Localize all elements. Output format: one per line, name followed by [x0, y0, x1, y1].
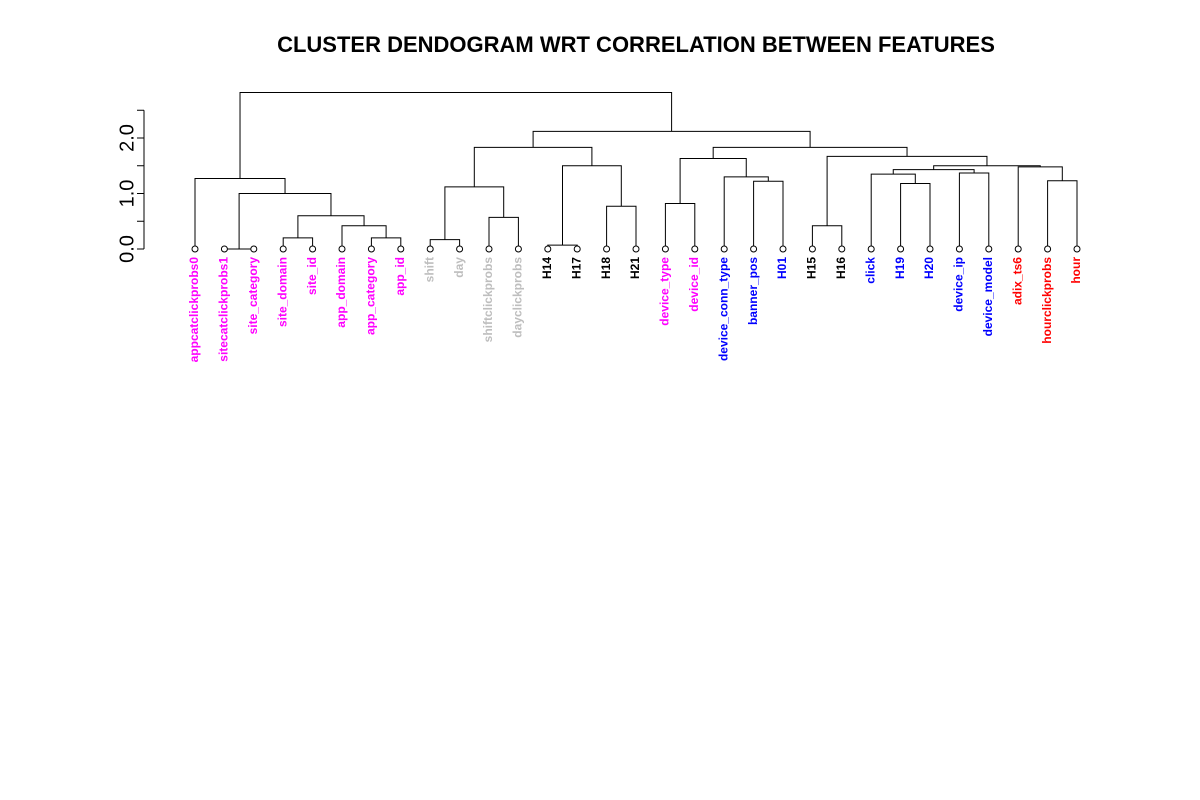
dendrogram-branch — [958, 172, 990, 249]
leaf-point — [632, 245, 640, 253]
dendrogram-branch — [547, 244, 578, 249]
leaf-point — [367, 245, 375, 253]
leaf-label: day — [452, 257, 466, 278]
leaf-point — [779, 245, 787, 253]
leaf-label: hourclickprobs — [1040, 257, 1054, 344]
leaf-point — [720, 245, 728, 253]
dendrogram-branch — [606, 205, 637, 249]
dendrogram-branch — [473, 146, 593, 187]
dendrogram-branch — [900, 183, 931, 249]
dendrogram-branch — [239, 91, 673, 179]
leaf-point — [426, 245, 434, 253]
leaf-point — [897, 245, 905, 253]
dendrogram-branch — [562, 165, 622, 246]
leaf-label: banner_pos — [746, 257, 760, 325]
leaf-label: H19 — [893, 257, 907, 279]
leaf-label: site_id — [305, 257, 319, 295]
dendrogram-branch — [429, 239, 461, 249]
dendrogram-branch — [679, 158, 747, 204]
leaf-point — [661, 245, 669, 253]
y-tick-label: 2.0 — [116, 124, 138, 152]
dendrogram-branch — [811, 225, 843, 249]
leaf-point — [838, 245, 846, 253]
dendrogram-branch — [664, 202, 696, 249]
leaf-label: app_id — [393, 257, 407, 296]
dendrogram-branch — [826, 155, 988, 226]
dendrogram-branch — [712, 146, 908, 159]
leaf-point — [1073, 245, 1081, 253]
leaf-label: site_category — [246, 257, 260, 335]
chart-title: CLUSTER DENDOGRAM WRT CORRELATION BETWEE… — [277, 32, 995, 57]
leaf-point — [926, 245, 934, 253]
leaf-label: H14 — [540, 257, 554, 279]
leaf-label: click — [863, 257, 877, 284]
dendrogram-branch — [1017, 166, 1063, 249]
dendrogram-branch — [723, 176, 769, 249]
leaf-label: sitecatclickprobs1 — [217, 257, 231, 362]
leaf-label: app_category — [364, 257, 378, 335]
leaf-label: hour — [1069, 257, 1083, 284]
leaf-label: shift — [422, 257, 436, 282]
leaf-point — [397, 245, 405, 253]
leaf-point — [220, 245, 228, 253]
leaf-point — [808, 245, 816, 253]
dendrogram-branch — [444, 186, 505, 240]
leaf-label: device_id — [687, 257, 701, 312]
leaf-point — [456, 245, 464, 253]
leaf-label: site_domain — [275, 257, 289, 327]
dendrogram-branch — [1047, 180, 1078, 249]
leaf-point — [338, 245, 346, 253]
dendrogram-branch — [870, 173, 916, 249]
y-tick-label: 1.0 — [116, 180, 138, 208]
leaf-label: device_type — [658, 257, 672, 326]
dendrogram-branch — [488, 216, 519, 249]
leaf-label: H20 — [922, 257, 936, 279]
leaf-label: H18 — [599, 257, 613, 279]
leaf-point — [191, 245, 199, 253]
leaf-point — [603, 245, 611, 253]
leaf-point — [514, 245, 522, 253]
leaf-point — [1014, 245, 1022, 253]
dendrogram-branch — [753, 180, 784, 249]
leaf-label: H17 — [569, 257, 583, 279]
leaf-point — [867, 245, 875, 253]
leaf-label: device_conn_type — [716, 257, 730, 361]
leaf-point — [691, 245, 699, 253]
dendrogram-branch — [194, 178, 286, 249]
leaf-label: H01 — [775, 257, 789, 279]
leaf-point — [985, 245, 993, 253]
leaf-label: H21 — [628, 257, 642, 279]
leaf-point — [279, 245, 287, 253]
leaf-point — [955, 245, 963, 253]
leaf-label: H15 — [805, 257, 819, 279]
leaf-label: appcatclickprobs0 — [187, 257, 201, 363]
dendrogram-leaves: appcatclickprobs0 sitecatclickprobs1 site_… — [187, 245, 1083, 363]
y-tick-label: 0.0 — [116, 235, 138, 263]
leaf-label: dayclickprobs — [511, 257, 525, 338]
dendrogram-branch — [341, 225, 387, 249]
leaf-point — [573, 245, 581, 253]
leaf-point — [750, 245, 758, 253]
leaf-label: adix_ts6 — [1010, 257, 1024, 305]
dendrogram-branch — [370, 237, 402, 249]
leaf-label: device_model — [981, 257, 995, 336]
leaf-label: app_domain — [334, 257, 348, 328]
leaf-point — [250, 245, 258, 253]
dendrogram-branches — [194, 91, 1078, 250]
leaf-point — [485, 245, 493, 253]
leaf-point — [309, 245, 317, 253]
dendrogram-branch — [532, 130, 811, 148]
leaf-label: shiftclickprobs — [481, 257, 495, 343]
y-axis: 0.0 1.0 2.0 — [116, 109, 145, 263]
dendrogram-branch — [933, 165, 1041, 170]
dendrogram-branch — [238, 193, 332, 249]
leaf-point — [544, 245, 552, 253]
dendrogram-branch — [297, 215, 365, 238]
leaf-label: H16 — [834, 257, 848, 279]
leaf-point — [1044, 245, 1052, 253]
dendrogram-branch — [282, 237, 314, 249]
leaf-label: device_ip — [952, 257, 966, 312]
